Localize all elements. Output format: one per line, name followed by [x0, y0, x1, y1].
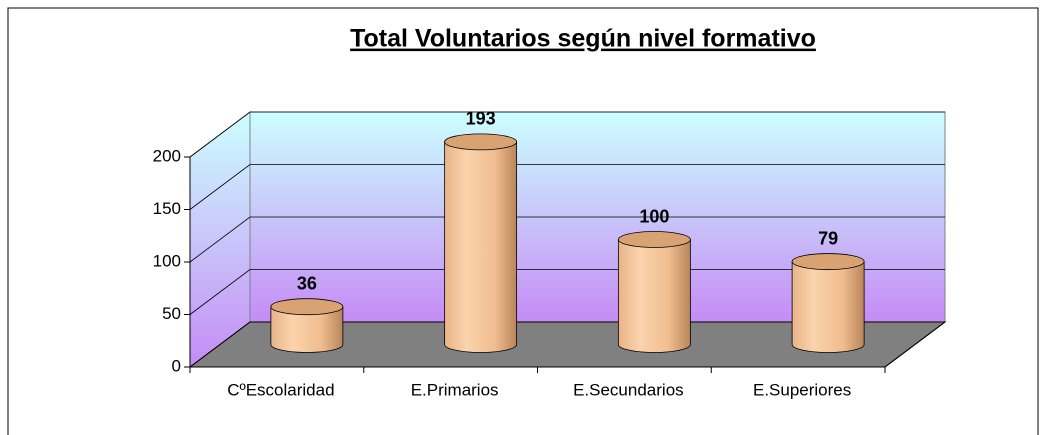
value-label: 100 — [639, 206, 669, 226]
y-tick-label: 50 — [162, 304, 181, 323]
y-tick-label: 100 — [153, 251, 181, 270]
x-tick-label: CºEscolaridad — [227, 380, 334, 399]
cylinder-top — [617, 231, 691, 248]
bar — [270, 298, 344, 353]
grid-line — [189, 164, 945, 210]
cylinder-body — [270, 306, 344, 353]
chart-title: Total Voluntarios según nivel formativo — [350, 25, 816, 53]
bar — [617, 231, 691, 353]
grid-line — [189, 216, 945, 263]
x-tick-label: E.Superiores — [753, 380, 851, 399]
cylinder-top — [270, 298, 344, 316]
value-label: 79 — [818, 228, 838, 248]
cylinder-body — [617, 239, 691, 353]
cylinder-top — [444, 133, 518, 151]
grid-line — [189, 321, 945, 368]
cylinder-body — [791, 261, 865, 353]
grid-line — [189, 269, 945, 315]
bar — [791, 253, 865, 353]
x-tick-label: E.Primarios — [411, 380, 499, 399]
cylinder-top — [791, 253, 865, 270]
grid-line — [189, 111, 945, 158]
bar — [444, 133, 518, 353]
y-tick-label: 200 — [153, 146, 181, 165]
x-tick-label: E.Secundarios — [573, 380, 684, 399]
y-tick-label: 0 — [172, 356, 181, 375]
value-label: 193 — [466, 109, 496, 129]
floor-edge — [884, 321, 946, 368]
value-label: 36 — [297, 273, 317, 293]
cylinder-body — [444, 141, 518, 353]
y-tick-label: 150 — [153, 199, 181, 218]
